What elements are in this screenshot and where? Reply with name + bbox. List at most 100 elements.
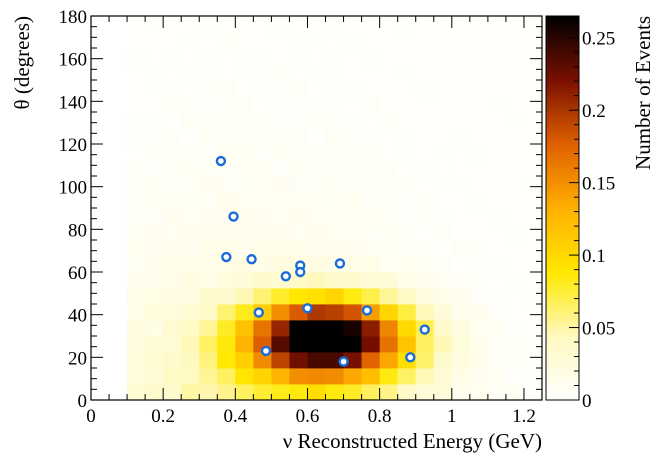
y-tick-label: 180	[59, 7, 88, 28]
heatmap-cell	[127, 32, 146, 49]
colorbar-swatch	[546, 256, 579, 260]
colorbar-swatch	[546, 144, 579, 148]
heatmap-cell	[379, 160, 399, 177]
heatmap-cell	[307, 64, 326, 81]
colorbar-swatch	[546, 358, 579, 363]
heatmap-cell	[415, 96, 435, 113]
heatmap-cell	[469, 96, 489, 113]
heatmap-cell	[307, 16, 326, 33]
heatmap-cell	[397, 256, 417, 273]
heatmap-cell	[217, 112, 236, 129]
colorbar-swatch	[546, 121, 579, 126]
data-point	[221, 251, 232, 263]
heatmap-cell	[181, 272, 200, 289]
heatmap-cell	[217, 368, 236, 385]
heatmap-cell	[325, 144, 344, 161]
colorbar-swatch	[546, 192, 579, 196]
colorbar-swatch	[546, 92, 579, 97]
heatmap-cell	[325, 240, 344, 257]
colorbar-swatch	[546, 76, 579, 81]
heatmap-cell	[217, 240, 236, 257]
heatmap-cell	[271, 96, 290, 113]
heatmap-cell	[469, 144, 489, 161]
heatmap-cell	[253, 48, 272, 65]
heatmap-cell	[217, 16, 236, 33]
heatmap-cell	[289, 224, 308, 241]
heatmap-cell	[487, 64, 507, 81]
heatmap-cell	[343, 320, 362, 337]
heatmap-cell	[145, 144, 164, 161]
heatmap-cell	[271, 192, 290, 209]
heatmap-cell	[397, 224, 417, 241]
heatmap-cell	[163, 320, 182, 337]
heatmap-cell	[451, 48, 471, 65]
heatmap-cell	[433, 192, 453, 209]
heatmap-cell	[145, 288, 164, 305]
heatmap-cell	[199, 336, 218, 353]
colorbar-swatch	[546, 131, 579, 135]
heatmap-cell	[307, 256, 326, 273]
data-point	[228, 211, 239, 222]
heatmap-cell	[361, 112, 381, 129]
heatmap-cell	[397, 240, 417, 257]
heatmap-cell	[163, 112, 182, 129]
heatmap-cell	[379, 256, 399, 273]
colorbar-swatch	[546, 89, 579, 94]
colorbar-swatch	[546, 204, 579, 209]
heatmap-cell	[361, 160, 381, 177]
colorbar-swatch	[546, 393, 579, 398]
heatmap-cell	[289, 80, 308, 97]
heatmap-cell	[163, 288, 182, 305]
heatmap-cell	[469, 128, 489, 145]
heatmap-cell	[127, 208, 146, 225]
colorbar-swatch	[546, 284, 579, 289]
data-point	[295, 266, 306, 278]
heatmap-cell	[325, 32, 344, 49]
colorbar-swatch	[546, 38, 579, 43]
colorbar-swatch	[546, 22, 579, 27]
heatmap-cell	[451, 224, 471, 241]
heatmap-cell	[145, 224, 164, 241]
heatmap-cell	[181, 304, 200, 321]
heatmap-cell	[469, 256, 489, 273]
heatmap-cell	[289, 96, 308, 113]
colorbar-swatch	[546, 19, 579, 23]
heatmap-cell	[127, 128, 146, 145]
heatmap-cell	[127, 224, 146, 241]
heatmap-cell	[397, 80, 417, 97]
heatmap-cell	[361, 352, 381, 369]
heatmap-cell	[451, 176, 471, 193]
heatmap-cell	[181, 176, 200, 193]
heatmap-cell	[451, 16, 471, 33]
heatmap-cell	[307, 320, 326, 337]
heatmap-cell	[145, 112, 164, 129]
heatmap-cell	[163, 256, 182, 273]
heatmap-cell	[361, 16, 381, 33]
heatmap-cell	[199, 224, 218, 241]
colorbar-swatch	[546, 297, 579, 302]
heatmap-cell	[523, 272, 543, 289]
data-point	[280, 271, 292, 282]
colorbar-swatch	[546, 99, 579, 103]
heatmap-cell	[433, 352, 453, 369]
heatmap-cell	[523, 384, 543, 401]
colorbar-swatch	[546, 371, 579, 375]
heatmap-cell	[505, 64, 525, 81]
heatmap-cell	[523, 48, 543, 65]
heatmap-cell	[361, 32, 381, 49]
heatmap-cell	[523, 80, 543, 97]
heatmap-cell	[415, 48, 435, 65]
heatmap-cell	[145, 384, 164, 401]
heatmap-cell	[253, 80, 272, 97]
colorbar-swatch	[546, 182, 579, 187]
heatmap-cell	[433, 80, 453, 97]
heatmap-cell	[199, 64, 218, 81]
heatmap-cell	[289, 368, 308, 385]
heatmap-cell	[307, 224, 326, 241]
heatmap-cell	[397, 144, 417, 161]
heatmap-cell	[325, 48, 344, 65]
heatmap-cell	[325, 112, 344, 129]
colorbar-swatch	[546, 102, 579, 107]
heatmap-cell	[307, 112, 326, 129]
